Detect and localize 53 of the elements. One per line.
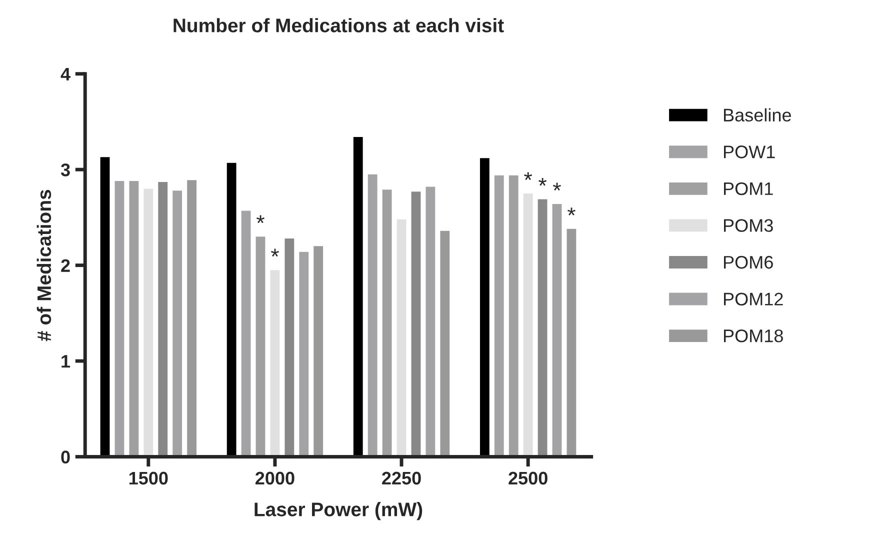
bar bbox=[566, 228, 576, 457]
bar bbox=[172, 190, 182, 457]
bar bbox=[368, 174, 378, 457]
y-axis-title: # of Medications bbox=[36, 190, 52, 342]
bar bbox=[158, 182, 168, 457]
data-label: * bbox=[270, 248, 279, 257]
y-tick-label: 2 bbox=[61, 259, 70, 272]
bar bbox=[144, 188, 154, 457]
legend-label: POW1 bbox=[724, 146, 775, 158]
x-tick-label: 2250 bbox=[382, 472, 421, 485]
bar bbox=[256, 236, 266, 457]
y-tick-label: 1 bbox=[62, 355, 70, 368]
bar bbox=[284, 238, 294, 457]
data-label: * bbox=[524, 172, 532, 180]
bar bbox=[100, 157, 110, 457]
bar bbox=[508, 175, 518, 457]
bar bbox=[314, 246, 324, 457]
x-axis-title: Laser Power (mW) bbox=[254, 502, 422, 520]
data-label: * bbox=[553, 182, 561, 191]
bar bbox=[480, 158, 490, 457]
bar bbox=[440, 230, 450, 457]
legend-label: POM18 bbox=[724, 329, 783, 342]
x-tick-label: 2500 bbox=[508, 472, 548, 485]
y-tick-label: 3 bbox=[60, 164, 70, 176]
legend-label: POM6 bbox=[724, 256, 773, 269]
bar bbox=[241, 210, 251, 457]
legend-label: POM12 bbox=[724, 292, 783, 306]
x-tick-label: 2000 bbox=[256, 472, 294, 485]
legend-label: Baseline bbox=[724, 108, 791, 122]
data-label: * bbox=[256, 215, 264, 224]
bar bbox=[270, 270, 280, 457]
bar bbox=[114, 181, 124, 457]
data-label: * bbox=[568, 208, 576, 216]
bar bbox=[552, 204, 562, 457]
bar bbox=[187, 180, 196, 457]
y-tick-label: 0 bbox=[61, 450, 70, 464]
y-tick-label: 4 bbox=[60, 68, 70, 80]
bar bbox=[396, 219, 406, 457]
bar bbox=[411, 192, 421, 457]
legend-label: POM3 bbox=[724, 219, 773, 232]
bar bbox=[299, 252, 309, 457]
bar bbox=[382, 190, 392, 457]
bar bbox=[226, 162, 236, 457]
data-label: * bbox=[538, 178, 547, 186]
bar bbox=[494, 175, 504, 457]
chart-title: Number of Medications at each visit bbox=[174, 18, 504, 32]
bar bbox=[523, 194, 533, 457]
bar bbox=[129, 181, 139, 457]
bar bbox=[353, 137, 363, 457]
bar bbox=[538, 199, 548, 457]
legend-label: POM1 bbox=[724, 182, 773, 196]
x-tick-label: 1500 bbox=[129, 472, 168, 485]
bar bbox=[426, 186, 436, 457]
